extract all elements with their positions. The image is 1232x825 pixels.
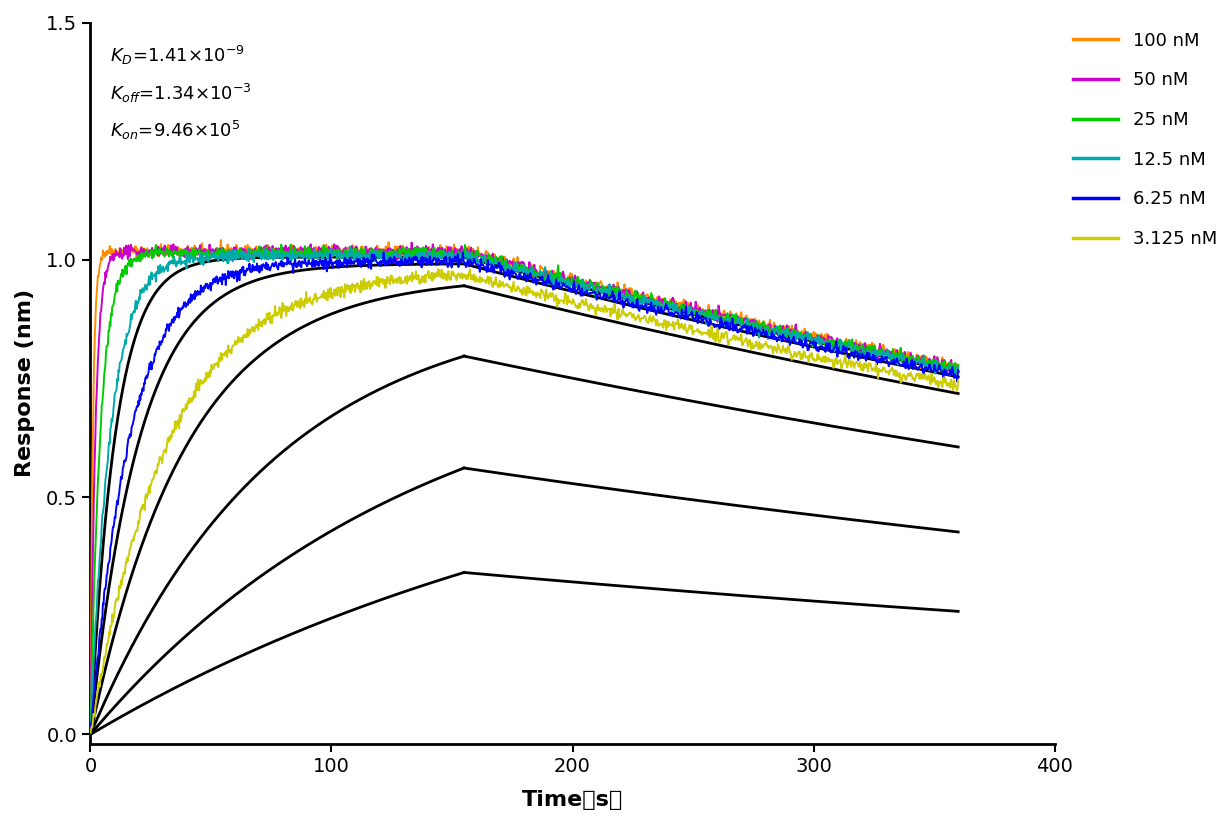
Y-axis label: Response (nm): Response (nm) xyxy=(15,289,34,478)
Legend: 100 nM, 50 nM, 25 nM, 12.5 nM, 6.25 nM, 3.125 nM: 100 nM, 50 nM, 25 nM, 12.5 nM, 6.25 nM, … xyxy=(1073,31,1217,248)
X-axis label: Time（s）: Time（s） xyxy=(522,790,623,810)
Text: $K_{D}$=1.41×10$^{-9}$
$K_{off}$=1.34×10$^{-3}$
$K_{on}$=9.46×10$^{5}$: $K_{D}$=1.41×10$^{-9}$ $K_{off}$=1.34×10… xyxy=(110,45,251,143)
